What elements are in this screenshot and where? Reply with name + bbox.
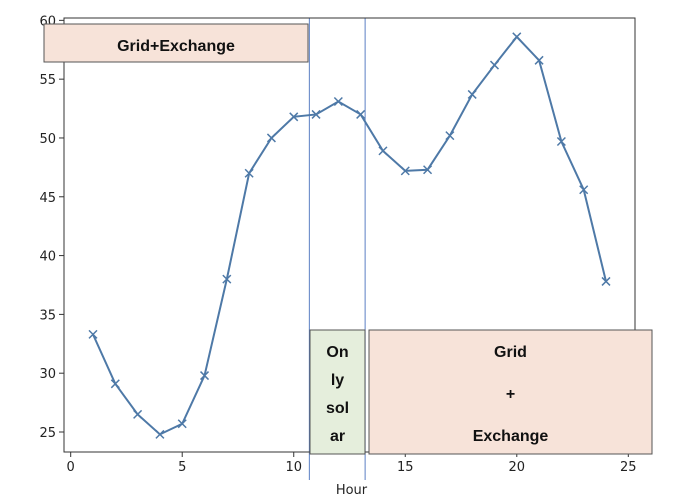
annotation-text: ly	[331, 372, 344, 389]
x-tick-label: 5	[178, 460, 186, 475]
data-point-marker	[333, 96, 343, 107]
data-point-marker	[244, 168, 254, 178]
data-point-marker	[556, 136, 566, 147]
annotation-text: +	[506, 386, 515, 403]
series-markers	[88, 32, 611, 439]
x-tick-label: 10	[285, 460, 302, 475]
data-point-marker	[467, 89, 477, 99]
x-tick-label: 15	[397, 460, 414, 475]
data-point-marker	[133, 409, 143, 419]
data-point-marker	[110, 379, 120, 389]
data-point-marker	[489, 60, 500, 70]
data-point-marker	[378, 146, 388, 156]
annotation-box-grid-exchange-right: Grid + Exchange	[368, 329, 653, 455]
data-point-marker	[311, 109, 321, 119]
data-point-marker	[356, 109, 366, 119]
y-tick-label: 55	[39, 73, 56, 88]
y-tick-label: 50	[39, 132, 56, 147]
x-tick-label: 25	[620, 460, 637, 475]
data-point-marker	[423, 165, 433, 175]
annotation-text: sol	[326, 400, 349, 417]
data-point-marker	[400, 166, 410, 176]
data-point-marker	[155, 429, 165, 439]
x-tick-label: 20	[509, 460, 526, 475]
data-point-marker	[199, 371, 210, 381]
data-point-marker	[445, 131, 455, 141]
data-point-marker	[222, 274, 232, 284]
data-point-marker	[601, 276, 611, 286]
annotation-box-background	[309, 329, 366, 455]
annotation-text: ar	[330, 428, 345, 445]
annotation-text: Exchange	[473, 428, 549, 445]
data-point-marker	[177, 419, 187, 429]
y-tick-label: 45	[39, 191, 56, 206]
annotation-text: Grid+Exchange	[117, 38, 235, 55]
data-point-marker	[266, 133, 276, 143]
x-tick-label: 0	[67, 460, 75, 475]
y-tick-label: 35	[39, 308, 56, 323]
x-axis-label: Hour	[336, 483, 368, 498]
annotation-text: Grid	[494, 344, 527, 361]
y-tick-label: 25	[39, 426, 56, 441]
data-point-marker	[512, 32, 522, 42]
annotation-text: On	[326, 344, 348, 361]
annotation-box-grid-exchange-left: Grid+Exchange	[43, 23, 309, 63]
annotation-box-only-solar: On ly sol ar	[309, 329, 366, 455]
y-tick-label: 40	[39, 250, 56, 265]
data-point-marker	[289, 112, 299, 122]
annotation-box-background	[368, 329, 653, 455]
data-point-marker	[579, 185, 589, 195]
x-axis-ticks: 0 5 10 15 20 25	[67, 452, 637, 475]
data-point-marker	[534, 55, 544, 65]
data-point-marker	[88, 329, 98, 339]
annotation-box-background	[43, 23, 309, 63]
y-tick-label: 30	[39, 367, 56, 382]
